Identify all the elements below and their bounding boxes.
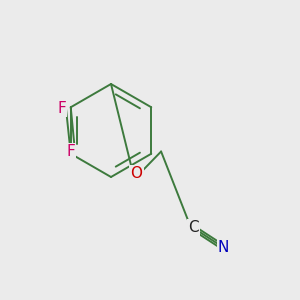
Text: O: O bbox=[130, 167, 142, 182]
Text: F: F bbox=[57, 101, 66, 116]
Text: C: C bbox=[188, 220, 199, 236]
Text: F: F bbox=[66, 144, 75, 159]
Text: N: N bbox=[218, 240, 229, 255]
